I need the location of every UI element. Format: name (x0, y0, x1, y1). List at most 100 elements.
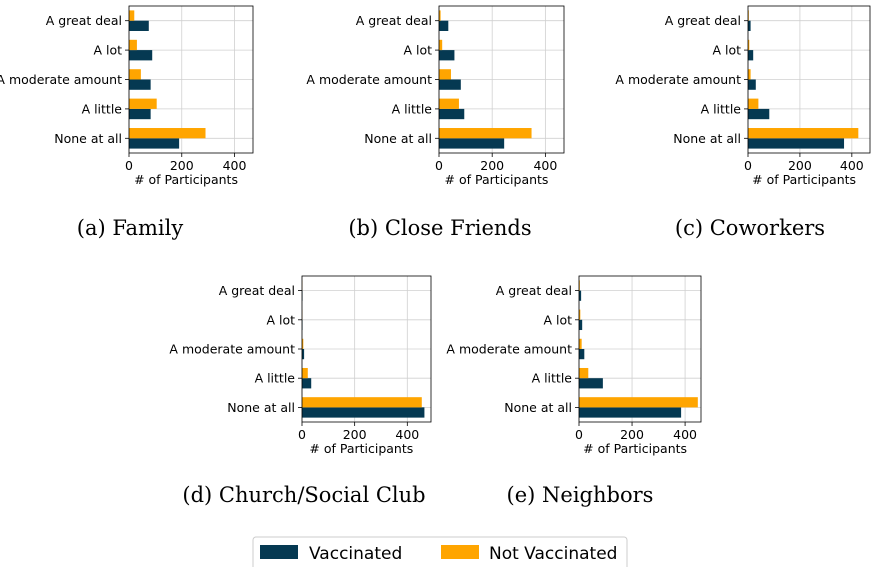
category-label: A great deal (46, 13, 122, 28)
x-axis-label: # of Participants (752, 172, 856, 187)
x-tick-label: 400 (673, 427, 697, 442)
category-label: None at all (673, 131, 741, 146)
category-label: A lot (712, 43, 741, 58)
x-tick-label: 0 (575, 427, 583, 442)
plot-frame (747, 5, 871, 154)
category-label: A moderate amount (0, 72, 122, 87)
legend-swatch-vaccinated (260, 545, 298, 559)
bar-vaccinated (439, 50, 455, 61)
legend-label-not-vaccinated: Not Vaccinated (489, 544, 617, 564)
x-tick-label: 400 (223, 158, 247, 173)
bar-not-vaccinated (748, 98, 759, 109)
category-label: A little (701, 101, 742, 116)
bar-vaccinated (579, 378, 603, 389)
bar-not-vaccinated (439, 39, 443, 51)
category-label: A lot (266, 312, 295, 327)
bar-vaccinated (439, 20, 449, 31)
chart-panel: 0 200 400 A great deal A lot A moderate amoun… (169, 275, 432, 507)
chart-panels: 0 200 400 A great deal A lot A moderate amoun… (0, 5, 871, 507)
x-tick-label: 0 (744, 158, 752, 173)
bar-vaccinated (439, 79, 461, 90)
bar-not-vaccinated (748, 69, 751, 80)
bar-not-vaccinated (439, 98, 459, 109)
plot-frame (128, 5, 254, 154)
category-label: A moderate amount (446, 342, 572, 357)
bar-not-vaccinated (439, 69, 451, 80)
category-label: A great deal (356, 13, 432, 28)
x-axis-label: # of Participants (309, 441, 413, 456)
category-label: A great deal (665, 13, 741, 28)
category-label: A lot (93, 43, 122, 58)
x-axis-label: # of Participants (583, 441, 687, 456)
chart-panel: 0 200 400 A great deal A lot A moderate amoun… (306, 5, 565, 240)
bar-not-vaccinated (129, 69, 141, 80)
bar-vaccinated (302, 378, 312, 389)
chart-panel: 0 200 400 A great deal A lot A moderate amoun… (446, 275, 702, 507)
bar-not-vaccinated (748, 128, 859, 139)
bar-vaccinated (748, 108, 770, 120)
x-tick-label: 400 (533, 158, 557, 173)
category-label: A great deal (496, 283, 572, 298)
bar-not-vaccinated (579, 397, 698, 408)
bar-vaccinated (748, 20, 751, 31)
bar-not-vaccinated (302, 397, 422, 408)
panel-caption: (e) Neighbors (507, 483, 654, 507)
bar-vaccinated (439, 108, 465, 120)
bar-vaccinated (748, 79, 756, 90)
bar-not-vaccinated (579, 338, 582, 349)
category-label: None at all (54, 131, 122, 146)
category-label: A little (532, 371, 573, 386)
bar-vaccinated (439, 138, 505, 149)
x-tick-label: 200 (170, 158, 194, 173)
x-tick-label: 200 (343, 427, 367, 442)
category-label: A little (255, 371, 296, 386)
bar-vaccinated (129, 20, 149, 31)
bar-vaccinated (302, 407, 425, 418)
bar-not-vaccinated (302, 338, 304, 349)
bar-not-vaccinated (579, 309, 581, 320)
category-label: A great deal (219, 283, 295, 298)
category-label: A little (392, 101, 433, 116)
category-label: A lot (543, 312, 572, 327)
bar-not-vaccinated (302, 367, 308, 379)
bar-vaccinated (129, 108, 151, 120)
category-label: A moderate amount (306, 72, 432, 87)
x-tick-label: 400 (395, 427, 419, 442)
plot-frame (578, 275, 702, 423)
bar-not-vaccinated (748, 39, 750, 51)
category-label: A lot (403, 43, 432, 58)
category-label: None at all (364, 131, 432, 146)
chart-panel: 0 200 400 A great deal A lot A moderate amoun… (0, 5, 254, 240)
bar-vaccinated (579, 349, 585, 360)
x-tick-label: 0 (125, 158, 133, 173)
category-label: None at all (504, 400, 572, 415)
x-tick-label: 0 (298, 427, 306, 442)
bar-vaccinated (579, 319, 583, 331)
bar-vaccinated (302, 349, 305, 360)
bar-not-vaccinated (579, 367, 589, 379)
bar-not-vaccinated (439, 128, 532, 139)
x-axis-label: # of Participants (134, 172, 238, 187)
category-label: A moderate amount (615, 72, 741, 87)
bar-not-vaccinated (129, 128, 206, 139)
panel-caption: (b) Close Friends (348, 216, 531, 240)
x-tick-label: 200 (480, 158, 504, 173)
x-tick-label: 0 (435, 158, 443, 173)
legend-box (252, 536, 628, 567)
bar-vaccinated (748, 138, 845, 149)
x-tick-label: 200 (788, 158, 812, 173)
bar-vaccinated (579, 290, 582, 301)
bar-vaccinated (129, 50, 153, 61)
panel-caption: (a) Family (77, 216, 184, 240)
bar-vaccinated (748, 50, 754, 61)
panel-caption: (d) Church/Social Club (182, 483, 425, 507)
legend-swatch-not-vaccinated (441, 545, 479, 559)
legend-label-vaccinated: Vaccinated (309, 544, 402, 564)
bar-vaccinated (129, 79, 151, 90)
bar-not-vaccinated (129, 39, 137, 51)
bar-vaccinated (129, 138, 180, 149)
legend: Vaccinated Not Vaccinated (252, 536, 628, 567)
plot-frame (438, 5, 565, 154)
x-tick-label: 200 (620, 427, 644, 442)
